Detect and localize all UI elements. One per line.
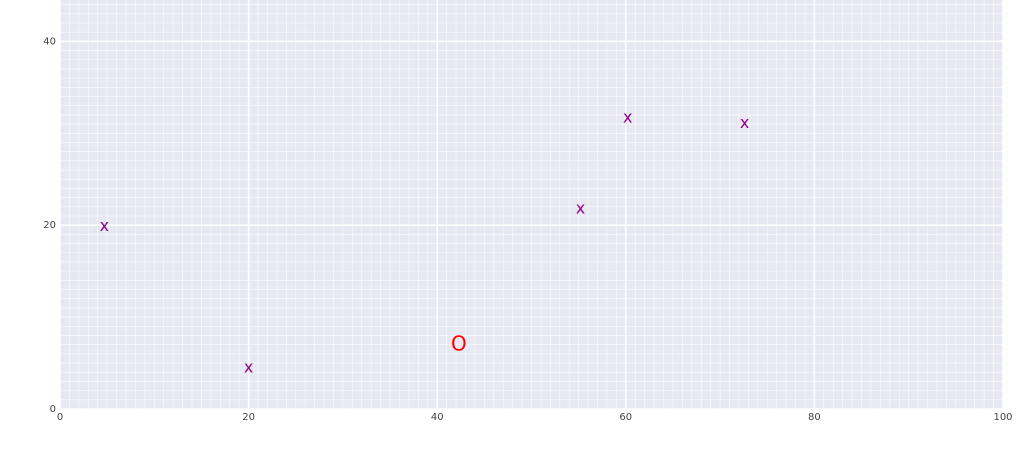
y-axis-ticks: 0 20 40: [43, 36, 56, 415]
x-tick-label: 80: [808, 412, 821, 423]
x-tick-label: 60: [619, 412, 632, 423]
minor-grid: [59, 0, 1004, 410]
x-tick-label: 40: [431, 412, 444, 423]
x-tick-label: 100: [993, 412, 1012, 423]
data-point-o-marker: O: [451, 332, 467, 356]
x-tick-label: 0: [57, 412, 63, 423]
major-grid: [59, 0, 1004, 410]
data-point-x-marker: x: [740, 113, 749, 132]
y-tick-label: 40: [43, 36, 56, 47]
data-point-x-marker: x: [623, 108, 632, 127]
data-point-x-marker: x: [244, 358, 253, 377]
data-point-x-marker: x: [100, 216, 109, 235]
y-tick-label: 20: [43, 220, 56, 231]
data-point-x-marker: x: [576, 199, 585, 218]
y-tick-label: 0: [50, 404, 56, 415]
data-points: x x x x x O: [100, 108, 750, 377]
x-tick-label: 20: [242, 412, 255, 423]
x-axis-ticks: 0 20 40 60 80 100: [57, 412, 1013, 423]
